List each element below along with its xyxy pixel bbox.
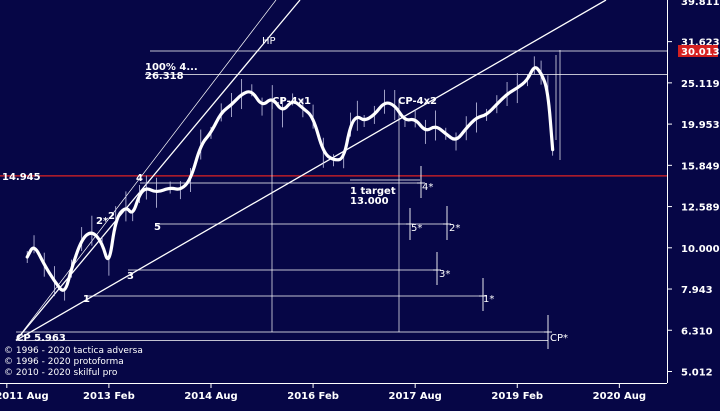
y-tick-label: 25.119 <box>681 79 720 90</box>
target-100-label: 100% 4... <box>145 62 198 73</box>
y-tick-label: 15.849 <box>681 161 720 172</box>
trendline-main <box>15 0 607 341</box>
wave-3-label: 3 <box>127 271 134 282</box>
proj-5-star-label: 5* <box>411 223 422 234</box>
wave-2-star-label: 2* <box>96 216 109 227</box>
wave-2-label: 2 <box>108 211 115 222</box>
proj-4-star-label: 4* <box>422 182 433 193</box>
proj-3-star-label: 3* <box>439 269 450 280</box>
cp-4x1-label: CP-4x1 <box>272 96 311 107</box>
cp-4x2-label: CP-4x2 <box>398 96 437 107</box>
cp-label: CP 5.963 <box>16 333 66 344</box>
x-tick-label: 2016 Feb <box>287 391 339 402</box>
y-tick-label-top: 39.811 <box>681 0 720 8</box>
copyright-3: © 2010 - 2020 skilful pro <box>4 368 118 378</box>
proj-2-star-label: 2* <box>449 223 460 234</box>
wave-1-label: 1 <box>83 294 90 305</box>
y-tick-label: 12.589 <box>681 203 720 214</box>
proj-1-star-label: 1* <box>483 294 494 305</box>
target-1-value: 13.000 <box>350 196 389 207</box>
proj-cp-star-label: CP* <box>550 333 568 344</box>
x-tick-label: 2017 Aug <box>389 391 442 402</box>
red-line-value-label: 14.945 <box>2 172 41 183</box>
y-tick-label: 19.953 <box>681 120 720 131</box>
x-tick-label: 2020 Aug <box>593 391 646 402</box>
trendline-steep <box>15 0 301 341</box>
current-price-badge <box>678 44 718 57</box>
x-tick-label: 2013 Feb <box>83 391 135 402</box>
copyright-1: © 1996 - 2020 tactica adversa <box>4 346 143 356</box>
trendline-steep-2 <box>15 0 277 341</box>
x-tick-label: 2019 Feb <box>491 391 543 402</box>
y-tick-label: 5.012 <box>681 367 713 378</box>
wave-5-label: 5 <box>154 222 161 233</box>
y-tick-label: 31.623 <box>681 38 720 49</box>
hp-label: HP <box>262 36 276 47</box>
copyright-2: © 1996 - 2020 protoforma <box>4 357 124 367</box>
price-line <box>25 66 555 292</box>
y-tick-label: 10.000 <box>681 244 720 255</box>
x-tick-label: 2011 Aug <box>0 391 49 402</box>
x-tick-label: 2014 Aug <box>184 391 237 402</box>
target-1-label: 1 target <box>350 186 396 197</box>
y-tick-label: 6.310 <box>681 326 713 337</box>
y-tick-label: 7.943 <box>681 285 713 296</box>
target-100-value: 26.318 <box>145 71 184 82</box>
wave-4-label: 4 <box>136 173 143 184</box>
current-price-value: 30.013 <box>681 47 720 58</box>
